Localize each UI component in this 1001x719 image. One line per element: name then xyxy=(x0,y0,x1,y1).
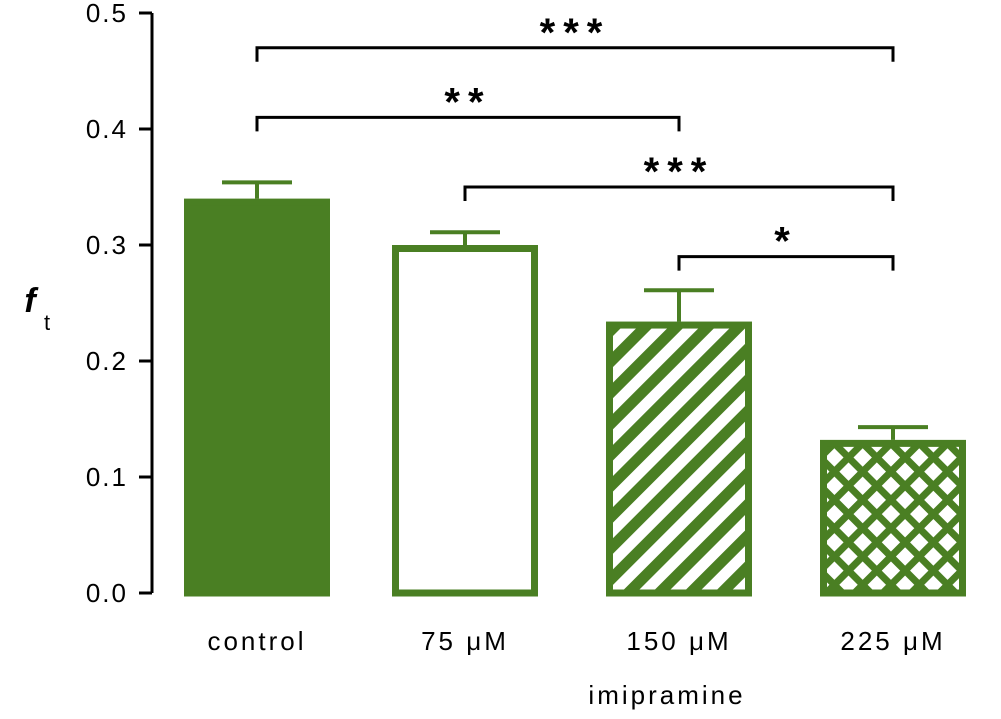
x-category-label: 75 μM xyxy=(421,626,509,656)
y-axis-label: f xyxy=(24,282,39,320)
y-tick-label: 0.0 xyxy=(86,578,128,608)
x-category-label: 225 μM xyxy=(840,626,945,656)
significance-bracket xyxy=(255,46,895,62)
y-axis-label-subscript: t xyxy=(44,310,50,335)
error-bars xyxy=(222,180,928,440)
significance-label: *** xyxy=(644,150,715,194)
x-category-label: 150 μM xyxy=(626,626,731,656)
significance-bracket xyxy=(677,255,895,271)
significance-label: *** xyxy=(540,11,611,55)
y-tick-label: 0.2 xyxy=(86,346,128,376)
y-tick-label: 0.4 xyxy=(86,114,128,144)
significance-label: * xyxy=(774,220,798,264)
bar-0 xyxy=(184,198,330,597)
labels: 0.0 0.1 0.2 0.3 0.4 0.5 ft control 75 μM 150 μM 22… xyxy=(24,0,945,710)
significance-bracket xyxy=(255,115,681,132)
significance-label: ** xyxy=(444,80,491,124)
y-tick-label: 0.5 xyxy=(86,0,128,28)
y-tick-label: 0.3 xyxy=(86,230,128,260)
bar-2 xyxy=(606,321,752,597)
x-category-label: control xyxy=(207,626,306,656)
bars xyxy=(184,198,966,597)
bar-3 xyxy=(820,439,966,597)
bar-1 xyxy=(392,245,538,597)
axes xyxy=(139,11,154,595)
significance-bracket xyxy=(463,185,895,201)
x-group-label: imipramine xyxy=(588,680,745,710)
y-tick-label: 0.1 xyxy=(86,462,128,492)
significance-brackets xyxy=(255,46,895,271)
